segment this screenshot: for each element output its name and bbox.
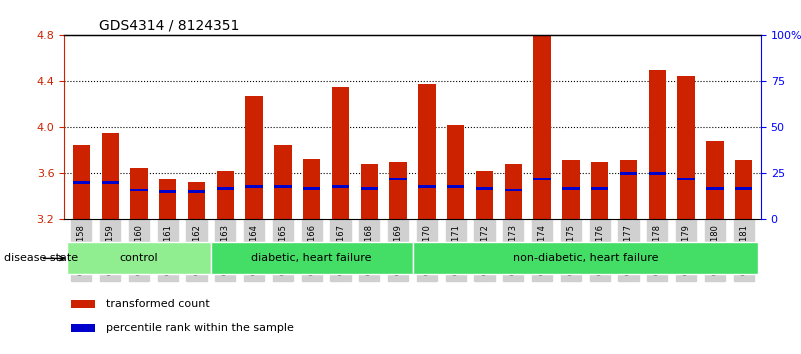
Text: percentile rank within the sample: percentile rank within the sample	[106, 323, 294, 333]
Text: non-diabetic, heart failure: non-diabetic, heart failure	[513, 253, 658, 263]
Bar	[360, 164, 378, 219]
Bar	[188, 190, 205, 193]
Bar	[505, 164, 522, 219]
Text: GDS4314 / 8124351: GDS4314 / 8124351	[99, 19, 239, 33]
Bar	[735, 160, 752, 219]
FancyBboxPatch shape	[211, 242, 413, 274]
Bar	[389, 162, 407, 219]
Bar	[274, 185, 292, 188]
Bar	[620, 172, 637, 175]
Bar	[418, 84, 436, 219]
Bar	[505, 189, 522, 192]
Bar	[303, 187, 320, 190]
Bar	[102, 181, 119, 184]
Bar	[418, 185, 436, 188]
Bar	[102, 133, 119, 219]
Bar	[476, 171, 493, 219]
Bar	[303, 159, 320, 219]
Bar	[131, 189, 147, 192]
Bar	[159, 179, 176, 219]
Bar	[562, 160, 580, 219]
Bar	[332, 185, 349, 188]
Bar	[649, 172, 666, 175]
Text: control: control	[119, 253, 159, 263]
FancyBboxPatch shape	[67, 242, 211, 274]
Bar	[706, 187, 723, 190]
Bar	[131, 168, 147, 219]
Bar	[389, 178, 407, 181]
Bar	[533, 35, 551, 219]
Bar	[649, 70, 666, 219]
Bar	[562, 187, 580, 190]
Bar	[245, 96, 263, 219]
Bar	[706, 141, 723, 219]
Bar	[217, 171, 234, 219]
Bar	[360, 187, 378, 190]
Bar	[533, 178, 551, 181]
Bar	[620, 160, 637, 219]
Bar	[591, 162, 608, 219]
Bar	[71, 324, 95, 332]
Bar	[159, 190, 176, 193]
Bar	[591, 187, 608, 190]
Bar	[274, 145, 292, 219]
Bar	[332, 87, 349, 219]
Bar	[245, 185, 263, 188]
Bar	[735, 187, 752, 190]
Bar	[678, 76, 694, 219]
Text: transformed count: transformed count	[106, 299, 210, 309]
Bar	[73, 145, 90, 219]
Bar	[447, 125, 465, 219]
Text: diabetic, heart failure: diabetic, heart failure	[252, 253, 372, 263]
Bar	[188, 182, 205, 219]
Bar	[678, 178, 694, 181]
Bar	[447, 185, 465, 188]
Bar	[476, 187, 493, 190]
Bar	[71, 301, 95, 308]
Bar	[217, 187, 234, 190]
Bar	[73, 181, 90, 184]
Text: disease state: disease state	[4, 253, 78, 263]
FancyBboxPatch shape	[413, 242, 758, 274]
